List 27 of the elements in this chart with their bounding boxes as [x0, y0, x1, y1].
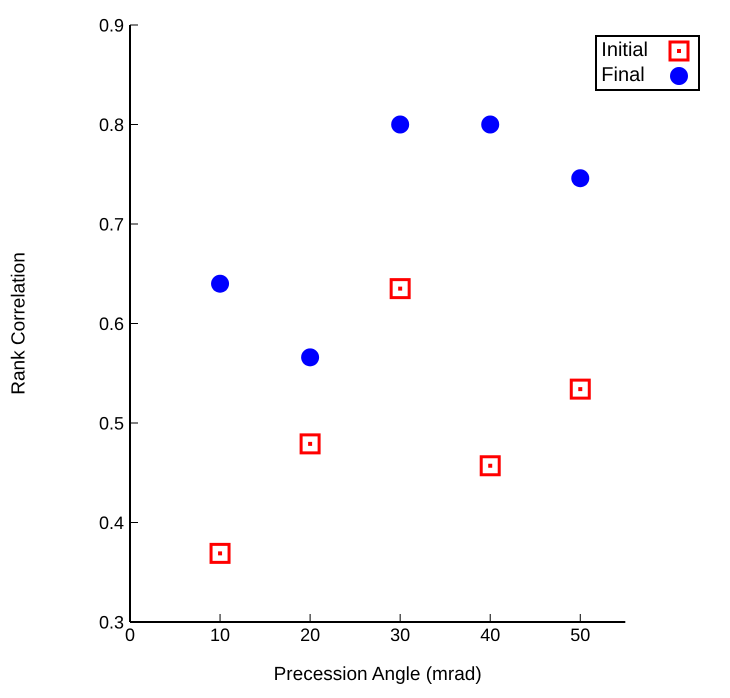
y-tick-label: 0.7: [98, 214, 124, 234]
point: [480, 455, 501, 476]
point: [300, 433, 321, 454]
y-tick-label: 0.9: [98, 15, 124, 36]
point: [481, 116, 500, 134]
point: [390, 278, 411, 300]
point: [211, 274, 230, 293]
legend-label: Initial: [601, 38, 648, 63]
x-tick-label: 50: [570, 624, 590, 645]
y-tick-label: 0.4: [98, 512, 124, 533]
x-tick-label: 30: [390, 624, 410, 645]
point: [391, 116, 410, 134]
x-axis-title: Precession Angle (mrad): [274, 664, 482, 685]
x-tick-label: 10: [210, 624, 230, 645]
legend-label: Final: [601, 63, 645, 88]
point: [571, 169, 590, 188]
y-axis-title: Rank Correlation: [8, 252, 30, 395]
x-tick-label: 40: [480, 624, 500, 645]
x-tick-label: 20: [300, 624, 320, 645]
x-tick-label: 0: [124, 624, 136, 645]
y-tick-label: 0.6: [98, 314, 124, 334]
y-tick-label: 0.8: [98, 114, 124, 135]
point: [301, 348, 320, 366]
point: [570, 378, 591, 400]
point: [210, 542, 231, 564]
y-tick-label: 0.5: [98, 413, 124, 434]
y-tick-label: 0.3: [98, 612, 124, 632]
